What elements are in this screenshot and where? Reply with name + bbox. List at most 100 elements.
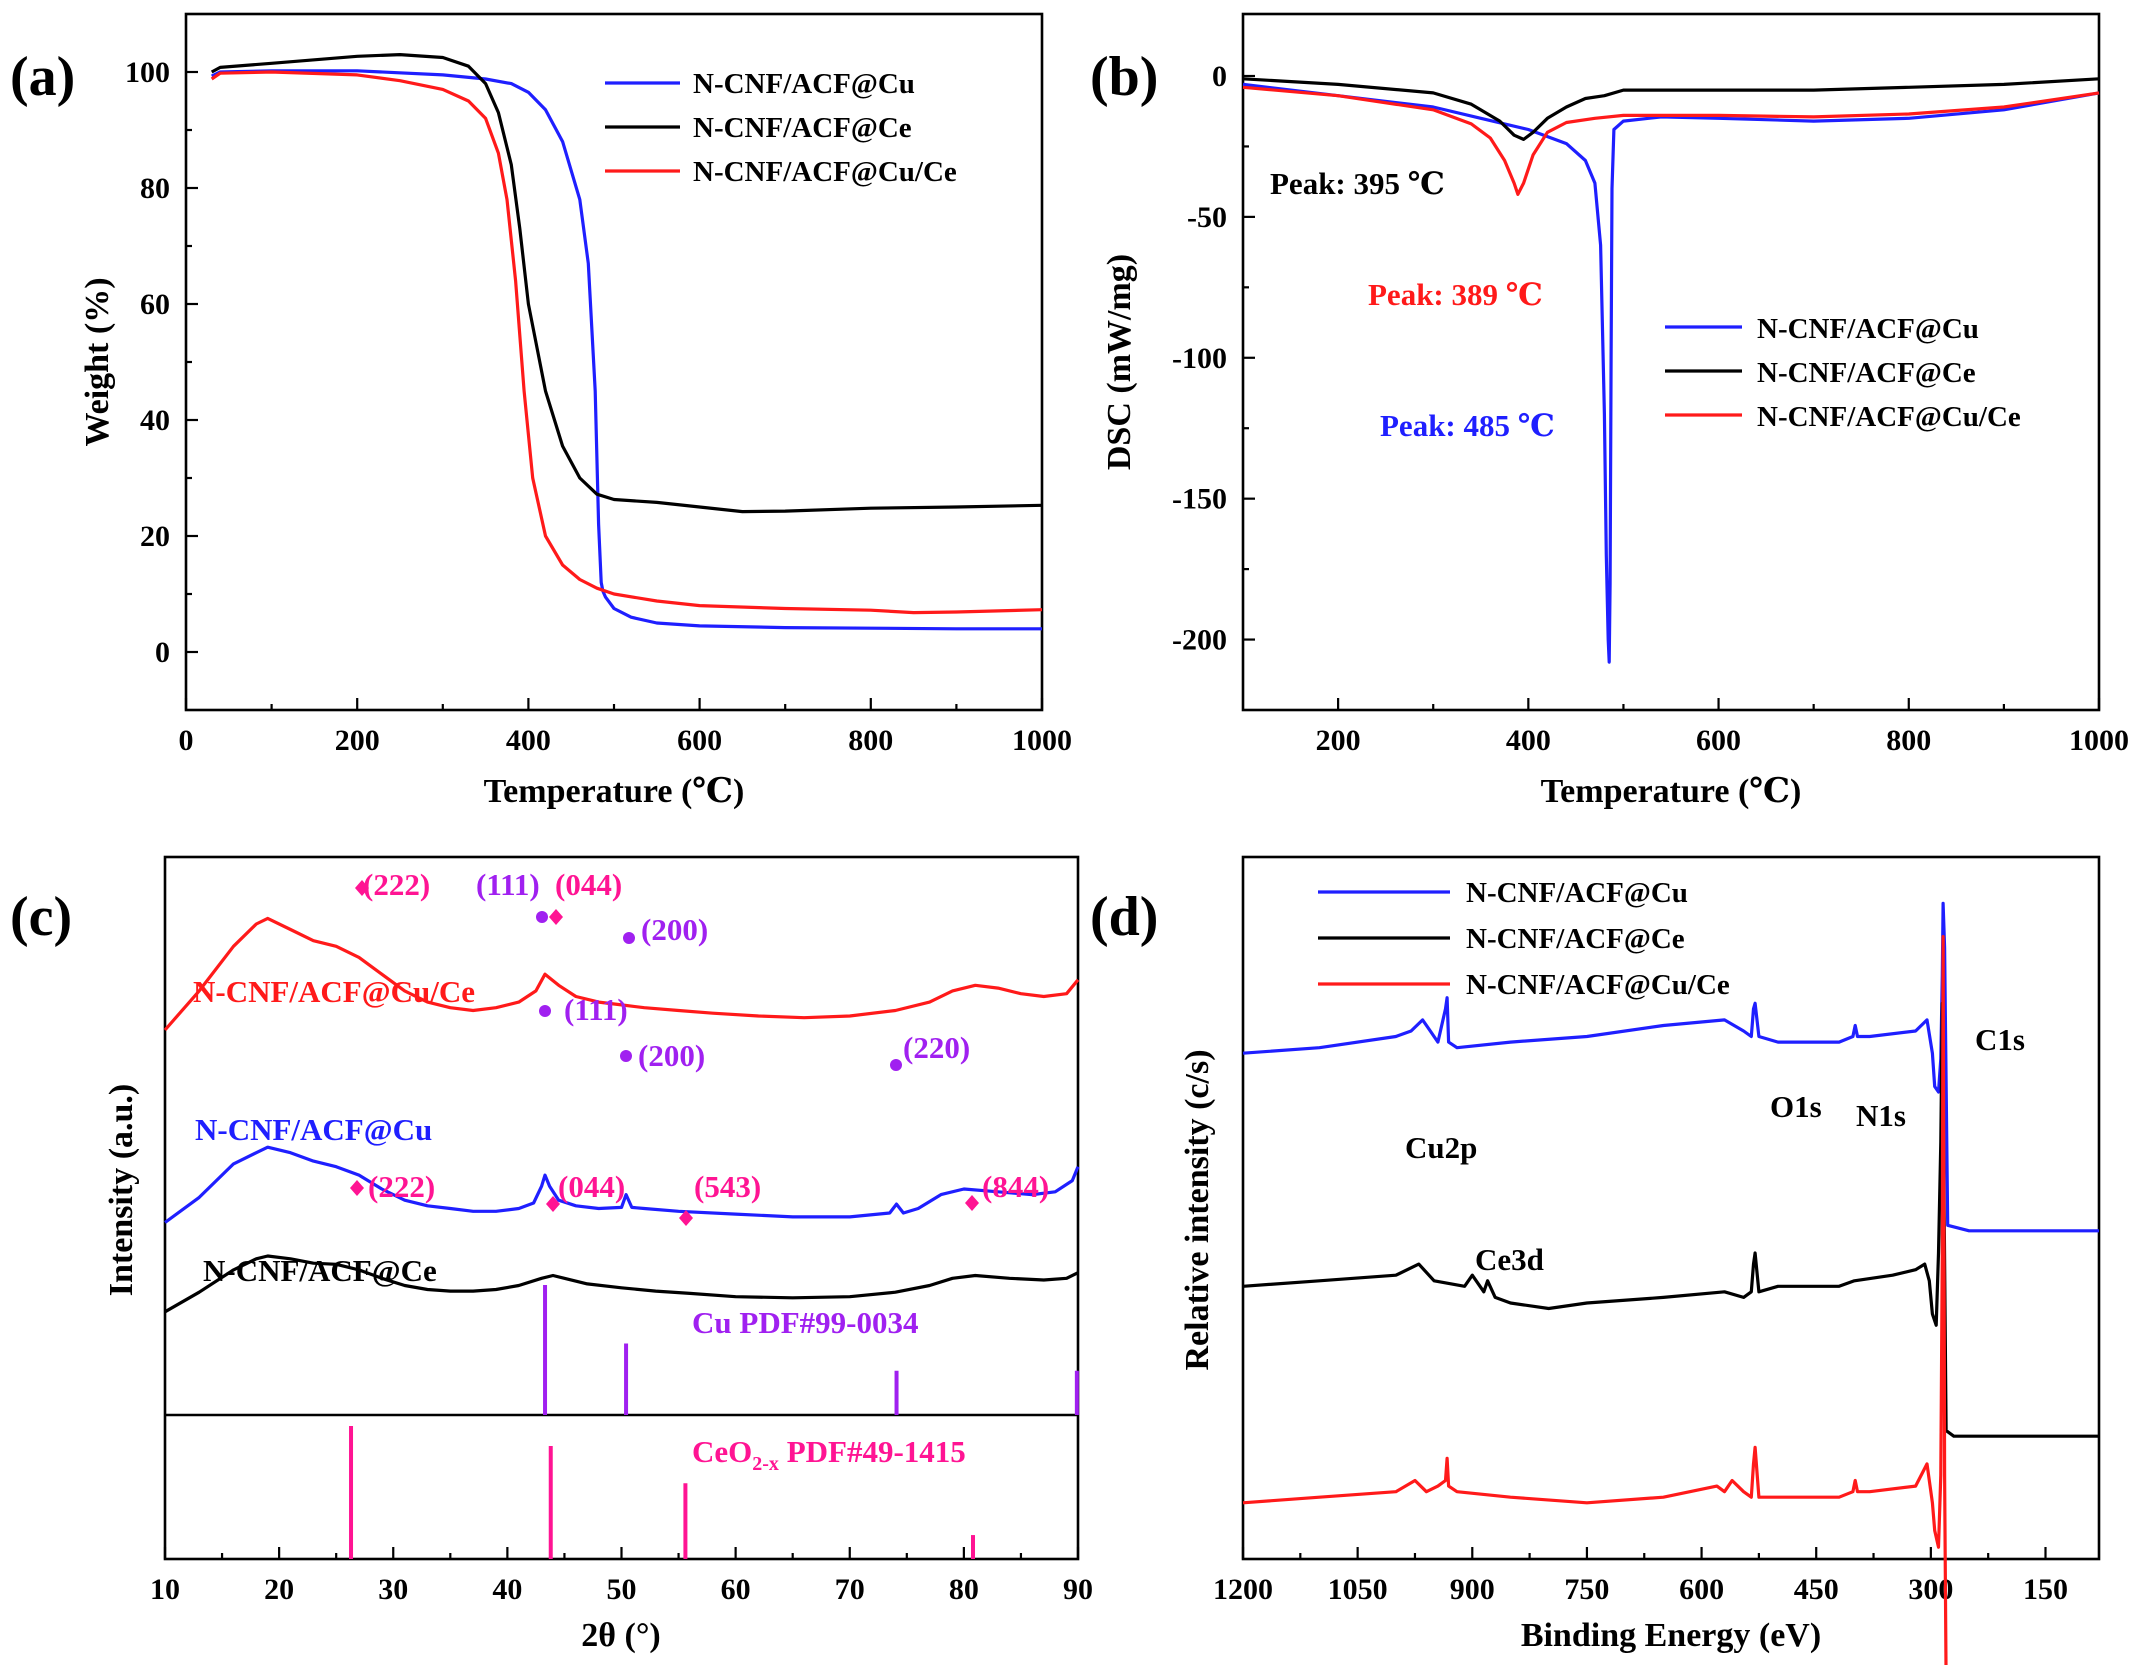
panel-b-xlabel: Temperature (℃): [1541, 773, 1802, 810]
a-ytick-label-80: 80: [140, 172, 170, 205]
d-xtick-label-450: 450: [1794, 1573, 1839, 1606]
label-d-n1s: N1s: [1856, 1098, 1906, 1133]
panel-a-xlabel: Temperature (℃): [484, 773, 745, 810]
label-d-cu2p: Cu2p: [1405, 1130, 1477, 1165]
a-xtick-label-1000: 1000: [1012, 724, 1072, 757]
d-xtick-label-1200: 1200: [1213, 1573, 1273, 1606]
panel-b-peak-cu: Peak: 485 ℃: [1380, 408, 1555, 443]
panel-b-frame: [1241, 12, 2101, 712]
curve-d-cuce: [1242, 935, 1948, 1670]
panel-b-ylabel: DSC (mW/mg): [1101, 254, 1138, 470]
a-ytick-label-40: 40: [140, 404, 170, 437]
panel-b-peak-cuce: Peak: 389 ℃: [1368, 277, 1543, 312]
d-xtick-label-750: 750: [1564, 1573, 1609, 1606]
panel-b-label: (b): [1090, 46, 1158, 108]
panel-d: (d) 1200 1050 900 750 600 450 300 150 Binding E…: [1090, 855, 2101, 1670]
curve-c-cu: [164, 1145, 1080, 1224]
panel-c-curves: [163, 916, 1080, 1314]
label-c-cu: N-CNF/ACF@Cu: [195, 1112, 432, 1147]
c-xtick-label-50: 50: [607, 1573, 637, 1606]
label-d-ce3d: Ce3d: [1475, 1242, 1544, 1277]
peak-ce-222: (222): [368, 1169, 435, 1204]
peak-ce-044: (044): [558, 1169, 625, 1204]
b-ytick-label--50: -50: [1187, 201, 1227, 234]
panel-d-curves: [1242, 901, 2099, 1670]
peaks-cu: (111) (200) (220): [539, 992, 970, 1073]
legend-d-label-cuce: N-CNF/ACF@Cu/Ce: [1466, 969, 1730, 1001]
panel-a-ylabel: Weight (%): [79, 277, 116, 446]
legend-a-label-ce: N-CNF/ACF@Ce: [693, 112, 912, 144]
peak-cu-111: (111): [564, 992, 628, 1027]
a-xtick-label-200: 200: [335, 724, 380, 757]
curve-b-cuce: [1242, 85, 2100, 196]
label-c-ce: N-CNF/ACF@Ce: [203, 1253, 437, 1288]
ref-ceo2-main: CeO: [692, 1434, 752, 1469]
c-xtick-label-70: 70: [835, 1573, 865, 1606]
d-xtick-label-1050: 1050: [1328, 1573, 1388, 1606]
panel-d-ticks: 1200 1050 900 750 600 450 300 150: [1213, 1547, 2068, 1606]
panel-c-ticks: 10 20 30 40 50 60 70 80 90: [150, 1547, 1093, 1606]
panel-c: (c) 10 20 30 40 50 60 70 80 90 2θ (°) Intensity …: [10, 855, 1093, 1654]
peak-cuce-200: (200): [641, 912, 708, 947]
panel-a-label: (a): [10, 46, 75, 108]
peaks-cuce: (222) (111) (044) (200): [355, 867, 708, 947]
label-d-c1s: C1s: [1975, 1022, 2025, 1057]
panel-d-legend: N-CNF/ACF@Cu N-CNF/ACF@Ce N-CNF/ACF@Cu/C…: [1318, 877, 1730, 1001]
panel-c-reference-lines: [349, 1285, 1079, 1559]
a-ytick-label-0: 0: [155, 636, 170, 669]
panel-b-ticks: 200 400 600 800 1000 0 -50 -100 -150 -200: [1172, 60, 2129, 757]
curve-d-ce: [1242, 1001, 2099, 1438]
a-ytick-label-60: 60: [140, 288, 170, 321]
ref-ceo2-sub: 2-x: [752, 1453, 779, 1475]
peak-cuce-111: (111): [476, 867, 540, 902]
marker-ce-222: [350, 1180, 364, 1196]
panel-b-curves: [1242, 77, 2100, 664]
panel-c-xlabel: 2θ (°): [581, 1617, 661, 1654]
b-xtick-label-800: 800: [1886, 724, 1931, 757]
legend-d-label-cu: N-CNF/ACF@Cu: [1466, 877, 1688, 909]
a-ytick-label-100: 100: [125, 56, 170, 89]
label-d-o1s: O1s: [1770, 1089, 1822, 1124]
peak-ce-543: (543): [694, 1169, 761, 1204]
c-xtick-label-60: 60: [721, 1573, 751, 1606]
b-xtick-label-200: 200: [1316, 724, 1361, 757]
peak-ce-844: (844): [982, 1169, 1049, 1204]
marker-cuce-111: [536, 911, 548, 923]
panel-c-label: (c): [10, 886, 72, 948]
curve-c-ce: [164, 1254, 1079, 1314]
peak-cu-200: (200): [638, 1038, 705, 1073]
legend-a-label-cuce: N-CNF/ACF@Cu/Ce: [693, 156, 957, 188]
curve-b-ce: [1242, 77, 2100, 141]
marker-ce-543: [679, 1210, 693, 1226]
legend-d-label-ce: N-CNF/ACF@Ce: [1466, 923, 1685, 955]
ref-ceo2-label: CeO2-x PDF#49-1415: [692, 1434, 966, 1475]
ref-cu-label: Cu PDF#99-0034: [692, 1305, 918, 1340]
peak-cuce-222: (222): [363, 867, 430, 902]
panel-a-frame: [184, 12, 1044, 712]
curve-a-cu: [211, 69, 1042, 631]
panel-a: (a) 0 200 400 600 800 1000 0 20 40 60 80 100 Temper…: [10, 12, 1072, 810]
legend-a-label-cu: N-CNF/ACF@Cu: [693, 68, 915, 100]
panel-a-ticks: 0 200 400 600 800 1000 0 20 40 60 80 100: [125, 56, 1072, 757]
marker-ce-044: [546, 1196, 560, 1212]
panel-a-legend: N-CNF/ACF@Cu N-CNF/ACF@Ce N-CNF/ACF@Cu/C…: [605, 68, 957, 188]
curve-a-ce: [210, 53, 1043, 514]
d-xtick-label-900: 900: [1450, 1573, 1495, 1606]
panel-d-ylabel: Relative intensity (c/s): [1179, 1049, 1216, 1370]
panel-c-ylabel: Intensity (a.u.): [103, 1084, 140, 1297]
panel-b-legend: N-CNF/ACF@Cu N-CNF/ACF@Ce N-CNF/ACF@Cu/C…: [1665, 313, 2021, 433]
legend-b-label-cuce: N-CNF/ACF@Cu/Ce: [1757, 401, 2021, 433]
a-xtick-label-800: 800: [848, 724, 893, 757]
marker-cuce-044: [549, 909, 563, 925]
curve-b-cu: [1242, 82, 2100, 664]
ref-ceo2-rest: PDF#49-1415: [779, 1434, 966, 1469]
marker-ce-844: [965, 1195, 979, 1211]
a-xtick-label-400: 400: [506, 724, 551, 757]
a-xtick-label-0: 0: [179, 724, 194, 757]
c-xtick-label-90: 90: [1063, 1573, 1093, 1606]
panel-a-curves: [210, 53, 1043, 631]
marker-cuce-222: [355, 880, 369, 896]
label-c-cuce: N-CNF/ACF@Cu/Ce: [193, 974, 475, 1009]
panel-d-xlabel: Binding Energy (eV): [1521, 1617, 1821, 1654]
